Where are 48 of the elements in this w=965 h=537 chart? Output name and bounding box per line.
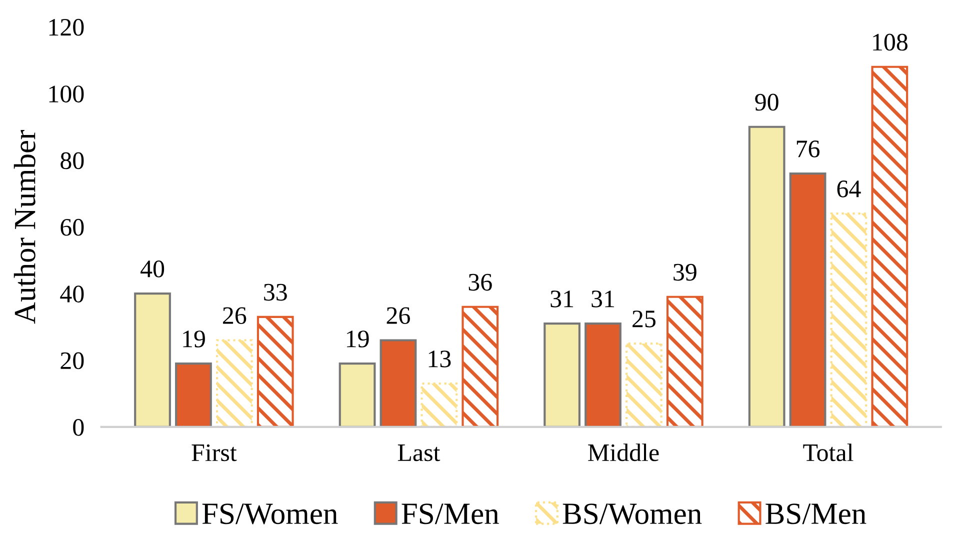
bar	[830, 212, 868, 427]
data-label: 25	[632, 310, 656, 328]
legend-label: FS/Women	[202, 504, 338, 524]
bar	[544, 322, 581, 427]
y-tick-label: 20	[60, 352, 84, 370]
x-tick-label: Total	[803, 444, 854, 462]
bar	[420, 382, 458, 427]
data-label: 33	[264, 284, 287, 301]
x-tick-label: First	[192, 444, 237, 462]
y-axis-title: Author Number	[14, 130, 36, 324]
data-label: 108	[873, 34, 908, 51]
x-tick-label: Middle	[588, 444, 659, 462]
legend-label: FS/Men	[402, 504, 499, 524]
bar	[666, 296, 704, 427]
data-label: 26	[386, 307, 410, 324]
data-label: 26	[223, 307, 246, 324]
data-label: 64	[837, 180, 861, 198]
data-label: 76	[796, 140, 820, 158]
y-tick-label: 120	[49, 18, 84, 36]
bar	[462, 306, 499, 427]
bar	[134, 292, 171, 427]
data-label: 36	[468, 274, 492, 291]
bar	[256, 316, 294, 427]
bar	[789, 172, 826, 427]
legend-label: BS/Women	[562, 504, 702, 524]
data-label: 39	[674, 264, 696, 281]
y-tick-label: 60	[60, 218, 84, 236]
bar	[584, 322, 622, 427]
data-label: 31	[592, 290, 614, 308]
data-label: 13	[428, 350, 451, 368]
y-tick-label: 100	[49, 86, 84, 102]
y-tick-label: 40	[60, 286, 84, 302]
y-tick-label: 80	[60, 152, 84, 170]
bar	[871, 66, 908, 427]
data-label: 31	[550, 290, 574, 308]
legend-label: BS/Men	[766, 504, 866, 524]
data-label: 90	[755, 94, 778, 111]
data-label: 19	[183, 330, 205, 348]
y-tick-label: 0	[73, 418, 84, 436]
bar	[175, 362, 212, 427]
bar	[216, 339, 253, 427]
data-label: 40	[140, 260, 164, 278]
x-tick-label: Last	[398, 444, 440, 462]
bar	[338, 362, 376, 427]
bar	[380, 339, 417, 427]
data-label: 19	[346, 330, 369, 348]
bar	[626, 342, 662, 427]
bar	[748, 126, 786, 427]
